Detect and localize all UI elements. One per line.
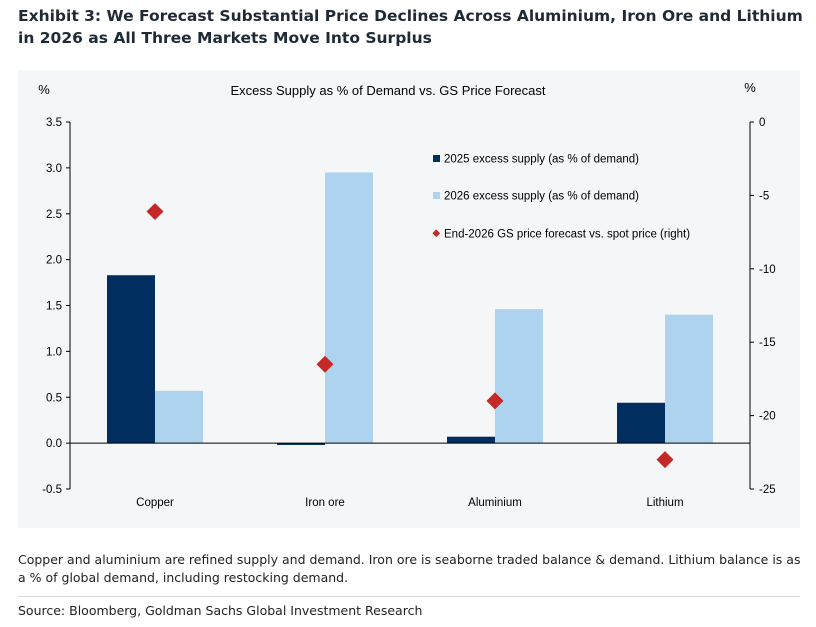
chart-panel: Excess Supply as % of Demand vs. GS Pric… [18,70,800,528]
bar-2025-iron-ore [277,443,325,445]
bar-2026-aluminium [495,309,543,444]
left-tick-label: 1.0 [46,346,62,358]
legend-item: 2026 excess supply (as % of demand) [433,191,639,203]
exhibit-title: Exhibit 3: We Forecast Substantial Price… [18,7,803,47]
left-tick-label: 1.5 [46,301,62,313]
left-axis-unit: % [38,82,50,97]
bar-2025-copper [107,275,155,444]
right-axis: 0 -5 -10 -15 -20 -25 [749,117,776,496]
legend-swatch-price [432,229,441,238]
price-marker-copper [146,203,164,221]
legend-label-2025: 2025 excess supply (as % of demand) [444,154,639,166]
right-axis-unit: % [744,80,756,95]
right-ticks: 0 -5 -10 -15 -20 -25 [750,117,776,496]
left-tick-label: 3.5 [46,117,62,129]
category-label: Aluminium [468,497,522,509]
legend-item: 2025 excess supply (as % of demand) [433,154,639,166]
left-axis: 3.5 3.0 2.5 2.0 1.5 1.0 0.5 0.0 -0.5 [42,117,71,496]
bars [107,172,713,445]
category-labels: Copper Iron ore Aluminium Lithium [136,497,683,509]
right-tick-label: 0 [759,117,765,129]
left-tick-label: 2.0 [46,255,62,267]
left-tick-label: 0.5 [46,392,62,404]
right-tick-label: -10 [759,264,776,276]
right-tick-label: -20 [759,411,776,423]
legend: 2025 excess supply (as % of demand) 2026… [432,154,690,241]
price-marker-iron-ore [316,355,334,373]
legend-swatch-2025 [433,155,440,162]
price-markers [146,203,674,469]
source-line: Source: Bloomberg, Goldman Sachs Global … [18,603,423,618]
right-tick-label: -25 [759,484,776,496]
bar-2026-iron-ore [325,172,373,444]
divider [18,596,800,597]
bar-2026-lithium [665,314,713,444]
left-tick-label: 3.0 [46,163,62,175]
price-marker-lithium [656,451,674,469]
chart-note: Copper and aluminium are refined supply … [18,552,801,585]
right-tick-label: -15 [759,337,776,349]
category-label: Iron ore [305,497,345,509]
left-ticks: 3.5 3.0 2.5 2.0 1.5 1.0 0.5 0.0 -0.5 [42,117,70,496]
left-tick-label: -0.5 [42,484,62,496]
bar-2026-copper [155,390,203,444]
legend-item: End-2026 GS price forecast vs. spot pric… [432,229,690,241]
left-tick-label: 2.5 [46,209,62,221]
left-tick-label: 0.0 [46,438,62,450]
legend-label-price: End-2026 GS price forecast vs. spot pric… [444,229,690,241]
category-label: Copper [136,497,174,509]
bar-2025-aluminium [447,436,495,444]
chart-title: Excess Supply as % of Demand vs. GS Pric… [230,83,545,98]
right-tick-label: -5 [759,190,769,202]
legend-label-2026: 2026 excess supply (as % of demand) [444,191,639,203]
price-marker-aluminium [486,392,504,410]
chart: Excess Supply as % of Demand vs. GS Pric… [38,80,776,509]
legend-swatch-2026 [433,192,440,199]
bar-2025-lithium [617,402,665,444]
category-label: Lithium [646,497,683,509]
